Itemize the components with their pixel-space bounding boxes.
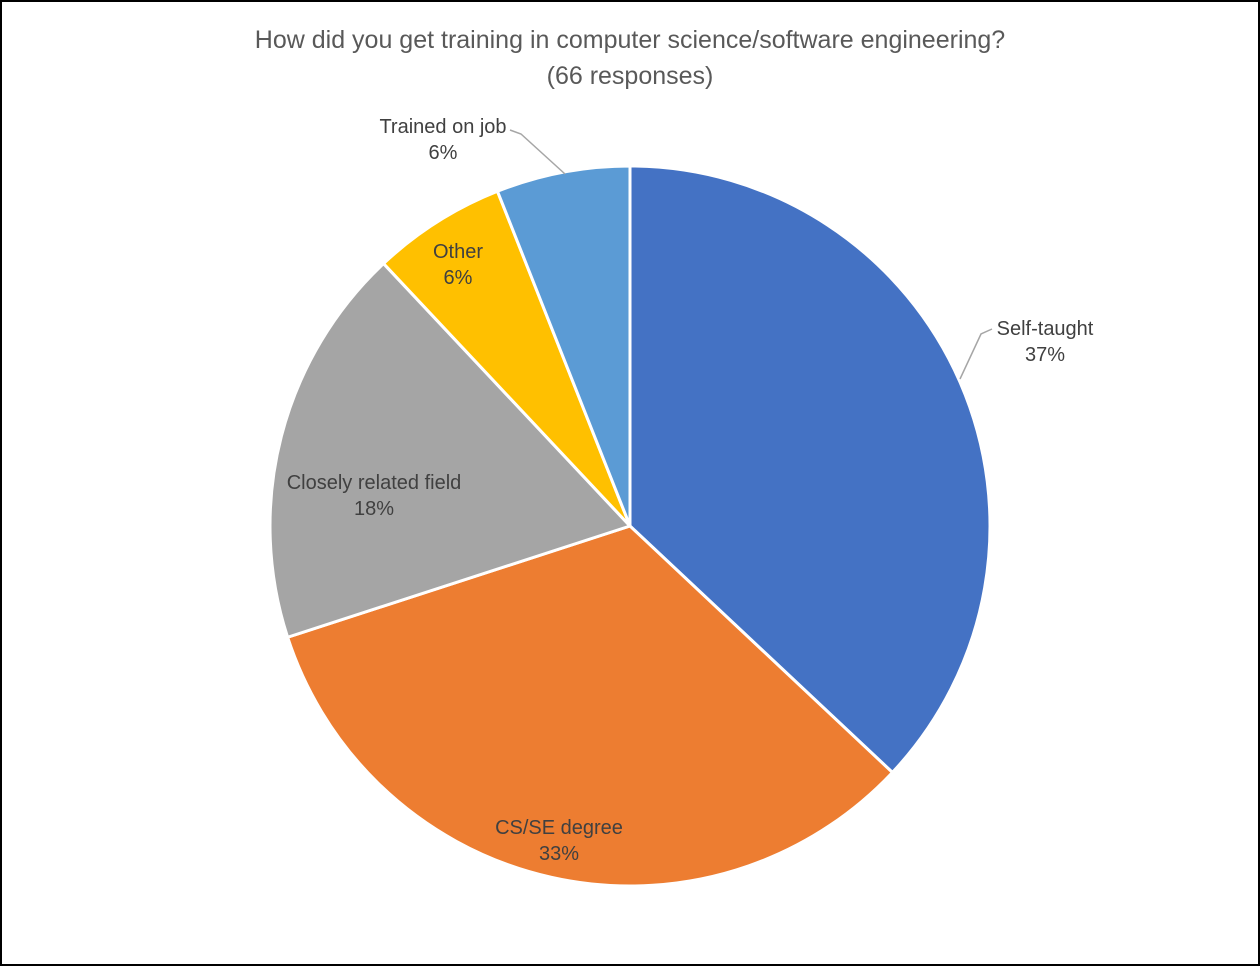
pie-slice-self-taught bbox=[628, 164, 992, 774]
data-label-pct: 6% bbox=[428, 142, 458, 164]
data-label-pct: 37% bbox=[1024, 344, 1066, 366]
pie-slice-closely-related-field bbox=[268, 262, 632, 639]
data-label-cs-se-degree: CS/SE degree 33% bbox=[495, 815, 623, 867]
chart-title-text: How did you get training in computer sci… bbox=[254, 26, 1006, 54]
leader-line-self-taught bbox=[959, 328, 993, 380]
data-label-pct: 33% bbox=[538, 843, 580, 865]
leader-line-trained-on-job bbox=[509, 129, 566, 175]
chart-title: How did you get training in computer sci… bbox=[2, 22, 1258, 94]
data-label-text: Trained on job bbox=[379, 116, 507, 138]
pie-slice-other bbox=[382, 189, 632, 528]
data-label-trained-on-job: Trained on job 6% bbox=[379, 114, 506, 166]
data-label-text: Self-taught bbox=[996, 318, 1094, 340]
data-label-self-taught: Self-taught 37% bbox=[997, 316, 1094, 368]
pie-slice-cs-se-degree bbox=[286, 524, 894, 888]
data-label-text: CS/SE degree bbox=[495, 817, 623, 839]
chart-subtitle-text: (66 responses) bbox=[546, 62, 714, 90]
data-label-pct: 6% bbox=[443, 267, 473, 289]
data-label-text: Other bbox=[432, 241, 484, 263]
data-label-text: Closely related field bbox=[286, 472, 462, 494]
data-label-closely-related-field: Closely related field 18% bbox=[287, 470, 462, 522]
data-label-other: Other 6% bbox=[433, 239, 483, 291]
data-label-pct: 18% bbox=[353, 498, 395, 520]
